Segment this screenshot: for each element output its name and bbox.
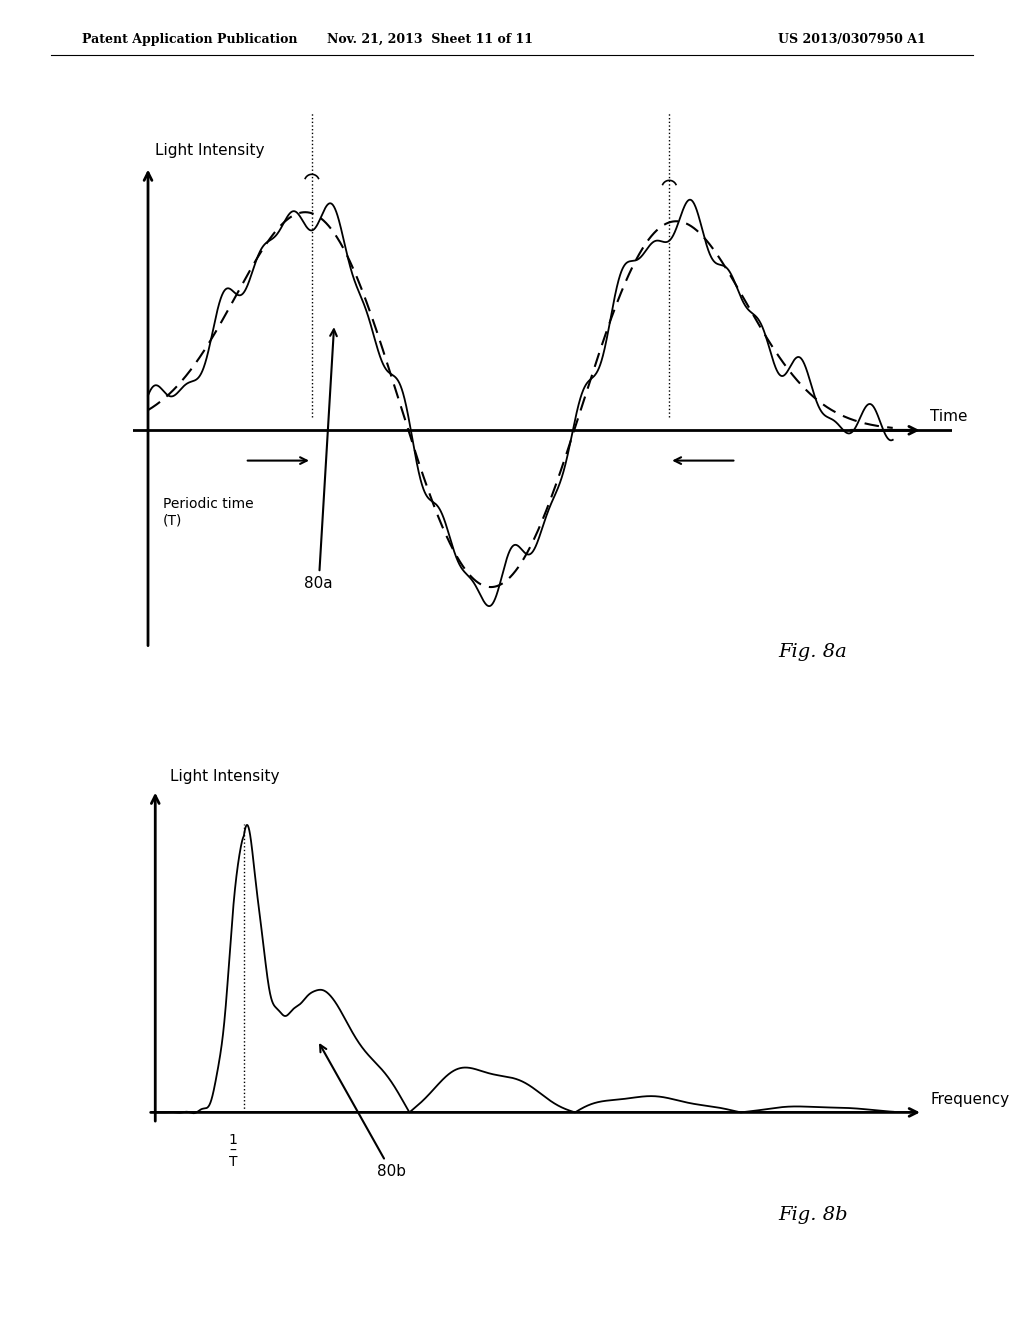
Text: US 2013/0307950 A1: US 2013/0307950 A1 [778,33,926,46]
Text: 80a: 80a [304,330,337,591]
Text: 1
–
T: 1 – T [228,1133,238,1170]
Text: Frequency: Frequency [930,1092,1010,1106]
Text: Time: Time [930,409,968,424]
Text: Periodic time
(T): Periodic time (T) [163,496,254,527]
Text: Fig. 8b: Fig. 8b [778,1205,848,1224]
Text: Fig. 8a: Fig. 8a [778,643,847,661]
Text: Nov. 21, 2013  Sheet 11 of 11: Nov. 21, 2013 Sheet 11 of 11 [327,33,534,46]
Text: 80b: 80b [321,1045,406,1179]
Text: Light Intensity: Light Intensity [156,143,265,157]
Text: Patent Application Publication: Patent Application Publication [82,33,297,46]
Text: Light Intensity: Light Intensity [170,770,280,784]
